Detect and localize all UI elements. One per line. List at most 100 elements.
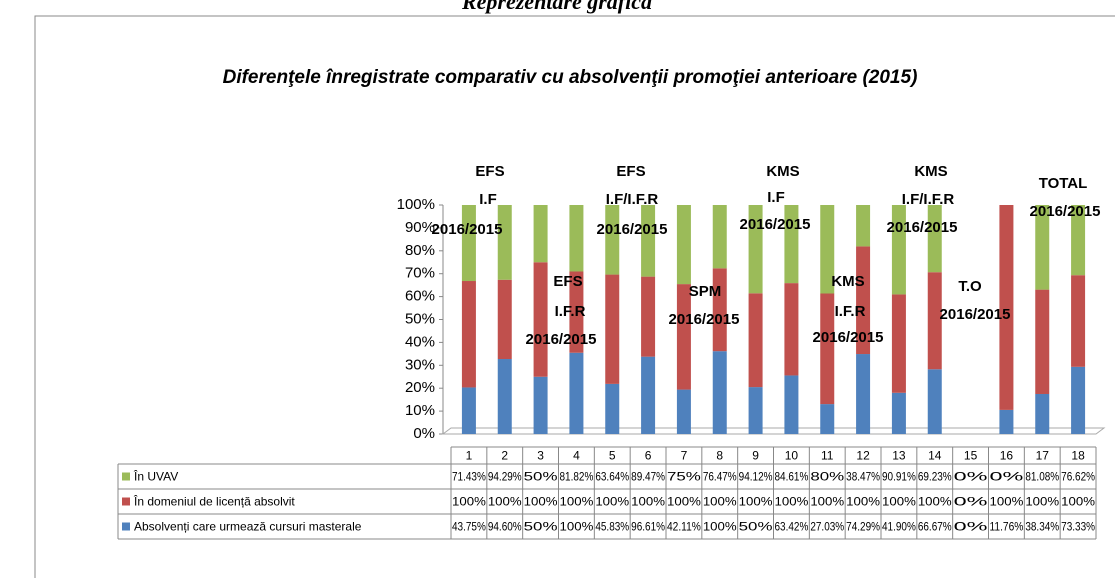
bar-segment bbox=[856, 354, 871, 434]
data-table-cell: 80% bbox=[810, 470, 844, 484]
bar-segment bbox=[533, 205, 548, 263]
bar-segment bbox=[784, 375, 799, 434]
data-table-cell: 42.11% bbox=[667, 520, 701, 534]
bar-segment bbox=[605, 383, 620, 434]
x-tick-label: 2 bbox=[501, 449, 508, 463]
y-tick-label: 40% bbox=[405, 333, 435, 350]
x-tick-label: 6 bbox=[645, 449, 652, 463]
bar-segment bbox=[927, 272, 942, 370]
data-table-cell: 100% bbox=[488, 495, 522, 509]
x-tick-label: 14 bbox=[928, 449, 942, 463]
x-tick-label: 1 bbox=[466, 449, 473, 463]
bar-segment bbox=[1071, 205, 1086, 276]
bar-segment bbox=[497, 279, 512, 360]
x-tick-label: 11 bbox=[821, 449, 834, 463]
data-table-cell: 41.90% bbox=[882, 520, 916, 534]
data-table-cell: 76.47% bbox=[703, 470, 737, 484]
bar-segment bbox=[891, 392, 906, 434]
x-tick-label: 12 bbox=[856, 449, 870, 463]
data-table-cell: 81.08% bbox=[1025, 470, 1059, 484]
data-table-cell: 100% bbox=[775, 495, 809, 509]
y-tick-label: 60% bbox=[405, 288, 435, 305]
bar-segment bbox=[497, 205, 512, 280]
data-table-cell: 100% bbox=[739, 495, 773, 509]
bar-segment bbox=[927, 205, 942, 273]
bar-segment bbox=[820, 404, 835, 434]
y-tick-label: 50% bbox=[405, 310, 435, 327]
annotation: I.F bbox=[479, 191, 497, 208]
data-table-cell: 100% bbox=[846, 495, 880, 509]
bar-segment bbox=[1071, 275, 1086, 367]
data-table-cell: 66.67% bbox=[918, 520, 952, 534]
bar-segment bbox=[641, 276, 656, 357]
x-tick-label: 3 bbox=[537, 449, 544, 463]
y-tick-label: 20% bbox=[405, 379, 435, 396]
bar-segment bbox=[712, 351, 727, 434]
bar-segment bbox=[748, 387, 763, 434]
bar-segment bbox=[856, 246, 871, 355]
bar-segment bbox=[461, 387, 476, 434]
data-table-cell: 100% bbox=[703, 520, 737, 534]
x-tick-label: 16 bbox=[1000, 449, 1014, 463]
x-tick-label: 13 bbox=[892, 449, 906, 463]
data-table-cell: 43.75% bbox=[452, 520, 486, 534]
bar-segment bbox=[1071, 366, 1086, 434]
data-table-cell: 100% bbox=[560, 495, 594, 509]
x-tick-label: 8 bbox=[716, 449, 723, 463]
legend-swatch bbox=[122, 497, 130, 506]
data-table-cell: 74.29% bbox=[846, 520, 880, 534]
data-table-cell: 94.60% bbox=[488, 520, 522, 534]
annotation: 2016/2015 bbox=[887, 219, 958, 236]
bar-segment bbox=[533, 376, 548, 434]
data-table-cell: 0% bbox=[954, 495, 988, 509]
data-table-cell: 50% bbox=[524, 470, 558, 484]
bar-segment bbox=[497, 359, 512, 434]
data-table-cell: 100% bbox=[452, 495, 486, 509]
x-tick-label: 18 bbox=[1071, 449, 1085, 463]
data-table-cell: 100% bbox=[667, 495, 701, 509]
x-tick-label: 15 bbox=[964, 449, 978, 463]
legend-swatch bbox=[122, 472, 130, 481]
data-table-cell: 100% bbox=[524, 495, 558, 509]
data-table-cell: 100% bbox=[595, 495, 629, 509]
bar-segment bbox=[999, 409, 1014, 434]
legend-swatch bbox=[122, 522, 130, 531]
y-tick-label: 90% bbox=[405, 219, 435, 236]
bar-segment bbox=[748, 205, 763, 294]
data-table-cell: 63.64% bbox=[595, 470, 629, 484]
chart-title: Diferenţele înregistrate comparativ cu a… bbox=[223, 67, 918, 88]
bar-segment bbox=[784, 205, 799, 284]
data-table-cell: 50% bbox=[524, 520, 558, 534]
y-tick-label: 80% bbox=[405, 242, 435, 259]
x-tick-label: 4 bbox=[573, 449, 580, 463]
data-table-cell: 89.47% bbox=[631, 470, 665, 484]
x-tick-label: 9 bbox=[752, 449, 759, 463]
bar-segment bbox=[1035, 205, 1050, 290]
data-table-cell: 38.47% bbox=[846, 470, 880, 484]
bar-segment bbox=[856, 205, 871, 247]
data-table-cell: 100% bbox=[918, 495, 952, 509]
data-table-cell: 11.76% bbox=[990, 520, 1024, 534]
annotation: I.F.R bbox=[555, 303, 586, 320]
data-table-cell: 76.62% bbox=[1061, 470, 1095, 484]
annotation: 2016/2015 bbox=[526, 331, 597, 348]
bar-segment bbox=[712, 205, 727, 269]
y-tick-label: 100% bbox=[397, 196, 435, 213]
bar-segment bbox=[820, 205, 835, 294]
bar-segment bbox=[676, 389, 691, 434]
data-table-cell: 0% bbox=[954, 520, 988, 534]
data-table-cell: 69.23% bbox=[918, 470, 952, 484]
bar-segment bbox=[712, 268, 727, 352]
data-table-cell: 100% bbox=[703, 495, 737, 509]
data-table-cell: 81.82% bbox=[560, 470, 594, 484]
annotation: 2016/2015 bbox=[940, 306, 1011, 323]
legend-label: În domeniul de licență absolvit bbox=[133, 494, 295, 509]
annotation: I.F.R bbox=[835, 303, 866, 320]
annotation: 2016/2015 bbox=[1030, 203, 1101, 220]
bar-segment bbox=[784, 283, 799, 376]
legend-label: Absolvenți care urmează cursuri masteral… bbox=[134, 520, 362, 534]
bar-segment bbox=[891, 205, 906, 295]
bar-segment bbox=[676, 284, 691, 390]
bar-segment bbox=[748, 293, 763, 388]
